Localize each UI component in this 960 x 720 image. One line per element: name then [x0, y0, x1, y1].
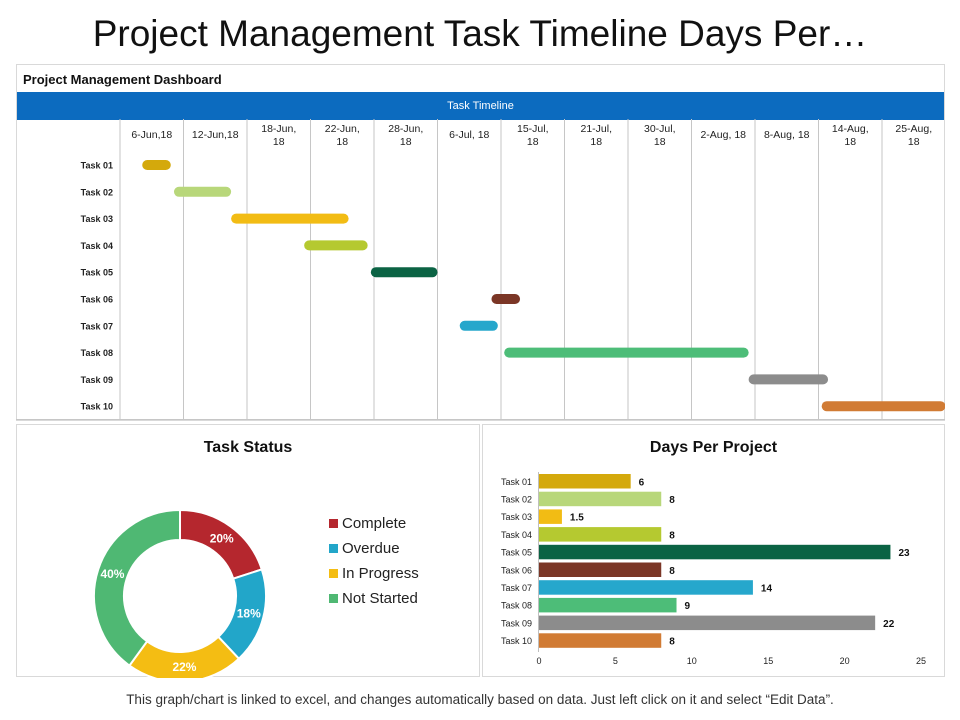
bar-category-label: Task 05	[501, 548, 532, 558]
bar-mark	[539, 633, 662, 648]
gantt-date-label: 6-Jun,18	[131, 129, 172, 141]
legend-label: Complete	[342, 515, 407, 532]
bar-x-tick-label: 25	[916, 656, 926, 666]
legend-swatch	[329, 544, 338, 553]
bar-category-label: Task 06	[501, 565, 532, 575]
project-dashboard-panel: Project Management Dashboard Task Timeli…	[16, 64, 945, 421]
bar-x-tick-label: 0	[536, 656, 541, 666]
task-status-panel: Task Status 20% 18% 22% 40% Complete Overdue…	[16, 424, 480, 678]
legend-item: Complete	[329, 511, 419, 536]
bar-mark	[539, 527, 662, 542]
page-title: Project Management Task Timeline Days Pe…	[92, 13, 868, 54]
bar-x-tick-label: 10	[687, 656, 697, 666]
gantt-date-label: 21-Jul, 18	[580, 123, 612, 148]
donut-slice	[93, 508, 181, 667]
legend-item: Not Started	[329, 586, 419, 611]
gantt-task-label: Task 03	[81, 214, 113, 224]
bar-value-label: 8	[669, 637, 675, 648]
gantt-task-label: Task 10	[81, 402, 113, 412]
bar-value-label: 22	[883, 619, 895, 630]
gantt-date-label: 22-Jun, 18	[325, 123, 360, 148]
donut-data-label: 22%	[172, 660, 196, 674]
bar-mark	[539, 615, 876, 631]
gantt-task-label: Task 07	[81, 321, 113, 331]
bar-value-label: 8	[669, 495, 675, 506]
gantt-date-label: 12-Jun,18	[192, 129, 239, 141]
bar-value-label: 1.5	[570, 513, 584, 524]
donut-data-label: 40%	[100, 567, 124, 581]
gantt-date-label: 28-Jun, 18	[388, 123, 423, 148]
bar-value-label: 9	[685, 601, 691, 612]
gantt-task-label: Task 04	[81, 241, 113, 251]
bar-category-label: Task 10	[501, 636, 532, 646]
bar-category-label: Task 07	[501, 583, 532, 593]
legend-label: Not Started	[342, 590, 418, 607]
bar-value-label: 8	[669, 530, 675, 541]
bar-value-label: 6	[639, 477, 645, 488]
legend-item: In Progress	[329, 561, 419, 586]
legend-swatch	[329, 594, 338, 603]
gantt-date-label: 14-Aug, 18	[832, 123, 869, 148]
donut-data-label: 20%	[210, 532, 234, 546]
bar-mark	[539, 474, 631, 489]
gantt-task-label: Task 02	[81, 187, 113, 197]
gantt-task-label: Task 08	[81, 348, 113, 358]
gantt-date-label: 8-Aug, 18	[764, 129, 810, 141]
legend-item: Overdue	[329, 536, 419, 561]
bar-value-label: 8	[669, 566, 675, 577]
bar-mark	[539, 580, 753, 595]
gantt-date-label: 25-Aug, 18	[895, 123, 932, 148]
task-status-legend: Complete Overdue In Progress Not Started	[329, 511, 419, 611]
gantt-date-label: 15-Jul, 18	[517, 123, 549, 148]
bar-x-tick-label: 15	[763, 656, 773, 666]
bar-x-tick-label: 5	[613, 656, 618, 666]
bar-category-label: Task 01	[501, 477, 532, 487]
legend-label: In Progress	[342, 565, 419, 582]
gantt-date-label: 18-Jun, 18	[261, 123, 296, 148]
gantt-task-label: Task 09	[81, 375, 113, 385]
bar-mark	[539, 597, 677, 613]
gantt-task-label: Task 06	[81, 295, 113, 305]
footer-note: This graph/chart is linked to excel, and…	[126, 692, 834, 707]
task-status-donut: 20% 18% 22% 40%	[93, 508, 267, 678]
bar-value-label: 23	[898, 548, 910, 559]
days-per-project-panel: Days Per Project Task 01 6 Task 02 8 Task 03…	[482, 424, 945, 677]
donut-data-label: 18%	[237, 607, 261, 621]
bar-value-label: 14	[761, 583, 773, 594]
bar-mark	[539, 562, 662, 577]
bar-category-label: Task 04	[501, 530, 532, 540]
task-status-title: Task Status	[203, 439, 293, 456]
days-per-project-title: Days Per Project	[649, 439, 778, 456]
days-per-project-chart: Task 01 6 Task 02 8 Task 03 1.5 Task 04 8 Task 0…	[501, 472, 926, 666]
gantt-date-label: 2-Aug, 18	[700, 129, 746, 141]
bar-x-tick-label: 20	[840, 656, 850, 666]
gantt-date-label: 6-Jul, 18	[449, 129, 489, 141]
gantt-date-label: 30-Jul, 18	[644, 123, 676, 148]
legend-label: Overdue	[342, 540, 400, 557]
dashboard-title: Project Management Dashboard	[23, 72, 222, 87]
bar-category-label: Task 02	[501, 494, 532, 504]
bar-category-label: Task 09	[501, 618, 532, 628]
bar-mark	[539, 491, 662, 507]
gantt-task-label: Task 01	[81, 161, 113, 171]
legend-swatch	[329, 569, 338, 578]
gantt-task-label: Task 05	[81, 268, 113, 278]
bar-category-label: Task 08	[501, 601, 532, 611]
bar-mark	[539, 509, 562, 524]
gantt-chart: 6-Jun,18 12-Jun,18 18-Jun, 18 22-Jun, 18 28-Ju…	[16, 119, 945, 420]
bar-mark	[539, 544, 891, 560]
legend-swatch	[329, 519, 338, 528]
bar-category-label: Task 03	[501, 512, 532, 522]
task-timeline-header: Task Timeline	[17, 92, 944, 120]
